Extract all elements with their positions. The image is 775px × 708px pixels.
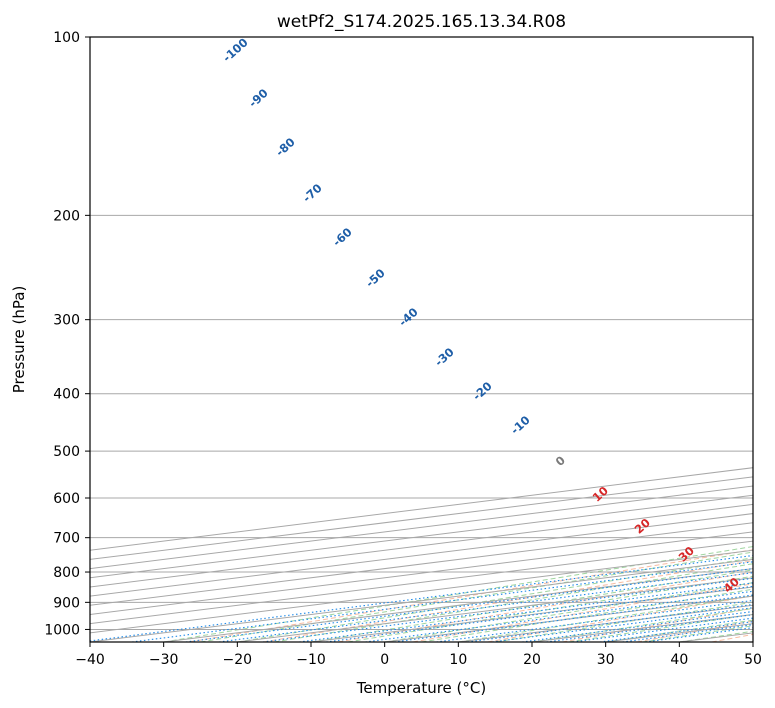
isotherm-line <box>90 513 753 597</box>
axes-layer: −40 −30 −20 −10 0 10 20 30 40 5010020030040050060… <box>44 30 762 668</box>
isotherm-line <box>90 476 753 560</box>
isotherm-line <box>90 494 753 579</box>
mixing-ratio-line <box>436 599 753 642</box>
y-tick-label: 100 <box>53 30 80 46</box>
y-tick-label: 500 <box>53 444 80 460</box>
y-tick-label: 700 <box>53 531 80 547</box>
moist-adiabat-label: 40 <box>721 574 742 595</box>
x-tick-label: 50 <box>744 652 762 668</box>
mixing-ratio-line <box>365 590 753 642</box>
chart-title: wetPf2_S174.2025.165.13.34.R08 <box>277 12 566 32</box>
dry-adiabat <box>412 583 753 642</box>
plot-frame <box>89 36 754 643</box>
moist-adiabat-label: -50 <box>363 266 388 290</box>
y-tick-label: 900 <box>53 595 80 611</box>
dry-adiabat <box>487 595 753 642</box>
isotherm-line <box>90 540 753 625</box>
y-axis-label: Pressure (hPa) <box>10 286 28 394</box>
moist-adiabat-label: -60 <box>330 225 355 249</box>
y-tick-label: 300 <box>53 313 80 329</box>
moist-adiabat-label: -10 <box>508 413 533 437</box>
x-tick-label: 20 <box>523 652 541 668</box>
isotherm-line <box>384 595 753 642</box>
x-axis-label: Temperature (°C) <box>356 679 486 697</box>
moist-adiabat-label: 0 <box>553 453 568 469</box>
moist-adiabat <box>495 601 753 642</box>
moist-adiabat <box>531 607 753 642</box>
isotherm-line <box>90 531 753 615</box>
dry-adiabat <box>338 571 753 642</box>
y-tick-label: 600 <box>53 491 80 507</box>
x-tick-label: −30 <box>149 652 179 668</box>
moist-adiabat <box>458 595 753 642</box>
y-tick-label: 400 <box>53 387 80 403</box>
isotherm-line <box>531 613 753 642</box>
y-tick-label: 800 <box>53 565 80 581</box>
x-tick-label: −10 <box>296 652 326 668</box>
moist-adiabat-label: -90 <box>246 86 271 110</box>
background-lines <box>90 37 753 642</box>
moist-adiabat-label: -100 <box>220 35 251 65</box>
moist-adiabat <box>384 582 753 642</box>
moist-adiabat <box>237 557 753 642</box>
isotherm-line <box>90 485 753 570</box>
isotherm-line <box>90 467 753 551</box>
x-tick-label: 0 <box>380 652 389 668</box>
moist-adiabat-label: -20 <box>470 379 495 403</box>
mixing-ratio-line <box>572 617 753 642</box>
mixing-ratio-line <box>394 594 753 642</box>
isotherm-line <box>90 549 753 634</box>
dry-adiabat <box>263 560 753 642</box>
y-tick-label: 1000 <box>44 622 80 638</box>
y-tick-label: 200 <box>53 208 80 224</box>
moist-adiabat-label: 10 <box>590 483 611 504</box>
dry-adiabat <box>188 549 753 642</box>
isotherm-line <box>90 503 753 588</box>
moist-adiabat-label: -40 <box>396 305 421 329</box>
x-tick-label: 30 <box>597 652 615 668</box>
moist-adiabat <box>347 575 753 642</box>
x-tick-label: −20 <box>223 652 253 668</box>
moist-adiabat <box>274 563 753 642</box>
moist-adiabat-label: -80 <box>273 135 298 159</box>
isotherm-line <box>752 641 753 642</box>
mixing-ratio-line <box>467 603 753 642</box>
moist-adiabat <box>421 588 753 642</box>
x-tick-label: 10 <box>449 652 467 668</box>
moist-adiabat-label: -30 <box>432 345 457 369</box>
x-tick-label: 40 <box>670 652 688 668</box>
moist-adiabat-label: -70 <box>300 181 325 205</box>
mixing-ratio-line <box>90 554 753 642</box>
isotherm-line <box>90 522 753 606</box>
x-tick-label: −40 <box>75 652 105 668</box>
isotherm-line <box>458 604 753 642</box>
moist-adiabat <box>642 625 753 642</box>
dry-adiabat <box>636 620 753 642</box>
